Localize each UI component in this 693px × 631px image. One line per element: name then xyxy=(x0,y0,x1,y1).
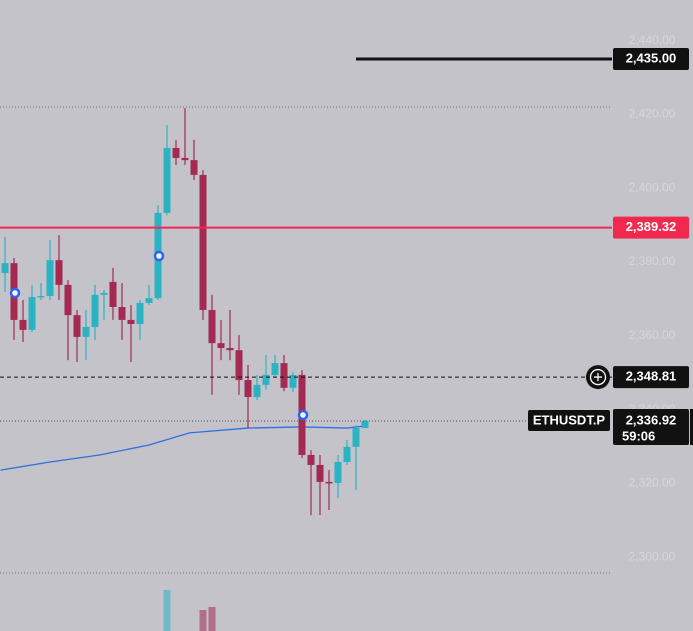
add-icon xyxy=(594,373,602,382)
candle-body xyxy=(1,263,9,274)
candle-body xyxy=(181,157,189,161)
candle-body xyxy=(190,160,198,175)
candle-body xyxy=(199,174,207,310)
moving-average xyxy=(0,425,366,471)
candle-body xyxy=(136,302,144,324)
candle-body xyxy=(217,343,225,348)
candle-body xyxy=(37,295,45,298)
symbol-box xyxy=(528,409,610,431)
y-tick-label: 2,300.00 xyxy=(629,549,676,563)
candle-body xyxy=(127,319,135,324)
candle-body xyxy=(73,315,81,337)
candle-body xyxy=(172,147,180,158)
price-label: 2,389.32 xyxy=(626,219,677,234)
candle-body xyxy=(262,374,270,385)
volume-bar xyxy=(208,607,216,631)
y-tick-label: 2,440.00 xyxy=(629,33,676,47)
candle-body xyxy=(352,428,360,447)
candle-body xyxy=(253,384,261,398)
add-icon xyxy=(589,368,607,386)
candle-body xyxy=(208,309,216,344)
price-label: 2,348.81 xyxy=(626,369,677,384)
candle-body xyxy=(46,260,54,296)
candle-body xyxy=(100,292,108,295)
candle-body xyxy=(334,461,342,484)
candle-body xyxy=(163,147,171,213)
y-tick-label: 2,420.00 xyxy=(629,107,676,121)
event-marker[interactable] xyxy=(9,287,21,299)
candle-body xyxy=(280,363,288,388)
candle-body xyxy=(361,420,369,429)
candle-body xyxy=(271,363,279,375)
candle-body xyxy=(343,446,351,462)
candle-body xyxy=(82,326,90,337)
candle-body xyxy=(244,380,252,398)
price-label-box xyxy=(613,48,689,71)
event-marker[interactable] xyxy=(297,409,309,421)
candle-body xyxy=(19,319,27,330)
y-tick-label: 2,380.00 xyxy=(629,254,676,268)
price-label-box xyxy=(613,366,689,389)
candle-body xyxy=(307,454,315,465)
edge-box xyxy=(690,408,693,445)
candle-body xyxy=(28,297,36,330)
candle-body xyxy=(226,347,234,351)
price-label: 2,336.92 xyxy=(626,412,677,427)
candle-body xyxy=(91,294,99,327)
candle-body xyxy=(64,284,72,316)
y-tick-label: 2,360.00 xyxy=(629,328,676,342)
candle-body xyxy=(289,374,297,388)
volume-bar xyxy=(163,590,171,631)
countdown: 59:06 xyxy=(622,428,655,443)
candle-body xyxy=(109,281,117,308)
candle-body xyxy=(316,464,324,482)
volume-bar xyxy=(199,610,207,631)
price-label-box xyxy=(613,216,689,239)
symbol-label: ETHUSDT.P xyxy=(533,412,606,427)
price-label-box xyxy=(613,408,689,445)
candle-body xyxy=(55,260,63,285)
candle-body xyxy=(235,350,243,381)
y-tick-label: 2,400.00 xyxy=(629,180,676,194)
candle-body xyxy=(118,307,126,320)
event-marker[interactable] xyxy=(153,250,165,262)
candle-body xyxy=(325,481,333,484)
candle-body xyxy=(145,298,153,303)
y-tick-label: 2,320.00 xyxy=(629,476,676,490)
price-label: 2,435.00 xyxy=(626,50,677,65)
